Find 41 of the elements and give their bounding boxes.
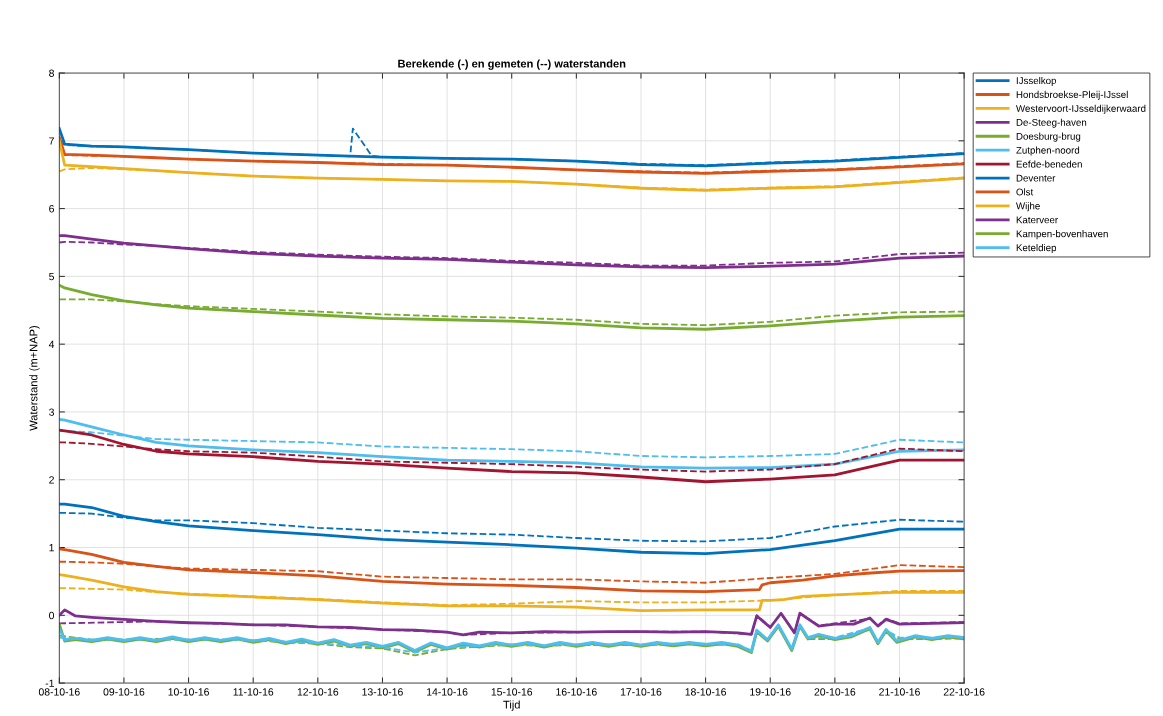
- y-tick-label: 6: [49, 205, 54, 213]
- x-tick-label: 12-10-16: [297, 688, 339, 696]
- x-tick-label: 14-10-16: [427, 688, 468, 696]
- legend-label: Deventer: [1016, 174, 1056, 182]
- x-tick-label: 18-10-16: [685, 688, 726, 696]
- x-tick-label: 22-10-16: [943, 688, 985, 696]
- legend-label: IJsselkop: [1016, 76, 1057, 86]
- y-tick-label: 3: [49, 408, 54, 416]
- legend-label: Doesburg-brug: [1016, 132, 1081, 142]
- legend-label: De-Steeg-haven: [1016, 118, 1087, 128]
- y-tick-label: 7: [49, 137, 54, 145]
- y-tick-label: 5: [49, 272, 55, 281]
- x-tick-label: 10-10-16: [168, 688, 209, 696]
- x-tick-label: 19-10-16: [750, 688, 791, 696]
- chart-title: Berekende (-) en gemeten (--) waterstanden: [398, 59, 626, 70]
- legend-label: Kampen-bovenhaven: [1016, 230, 1108, 240]
- x-tick-label: 11-10-16: [233, 688, 274, 696]
- legend-label: Eefde-beneden: [1016, 160, 1082, 168]
- legend-label: Olst: [1016, 188, 1034, 196]
- legend-label: Zutphen-noord: [1016, 146, 1080, 156]
- x-axis-title: Tijd: [503, 700, 520, 711]
- y-tick-label: -1: [45, 679, 54, 687]
- x-tick-label: 09-10-16: [103, 688, 145, 696]
- y-tick-label: 8: [49, 69, 54, 77]
- x-tick-label: 08-10-16: [38, 688, 80, 696]
- y-tick-label: 4: [48, 340, 55, 348]
- x-tick-label: 17-10-16: [620, 688, 662, 696]
- legend-label: Hondsbroekse-Pleij-IJssel: [1016, 90, 1128, 100]
- x-tick-label: 15-10-16: [491, 688, 533, 696]
- legend-label: Wijhe: [1016, 202, 1040, 212]
- y-axis-title: Waterstand (m+NAP): [29, 326, 40, 431]
- x-tick-label: 16-10-16: [556, 688, 597, 696]
- x-tick-label: 20-10-16: [814, 688, 856, 696]
- x-tick-label: 21-10-16: [879, 688, 920, 696]
- y-tick-label: 2: [49, 476, 54, 484]
- legend-label: Katerveer: [1016, 216, 1058, 224]
- y-tick-label: 1: [49, 544, 54, 552]
- legend-label: Westervoort-IJsseldijkerwaard: [1016, 104, 1146, 114]
- y-tick-label: 0: [49, 611, 55, 620]
- x-tick-label: 13-10-16: [362, 688, 403, 696]
- legend-label: Keteldiep: [1016, 244, 1057, 254]
